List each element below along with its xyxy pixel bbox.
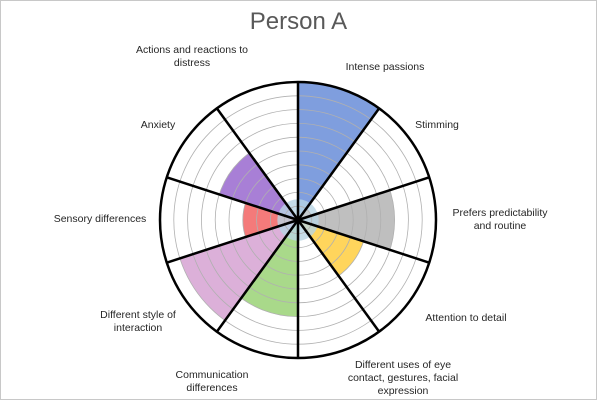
data-wedge bbox=[219, 153, 298, 220]
sector-divider bbox=[297, 218, 430, 264]
category-label: Actions and reactions to distress bbox=[136, 44, 248, 69]
category-label: Attention to detail bbox=[425, 312, 506, 324]
sector-divider bbox=[166, 218, 299, 264]
category-label: Intense passions bbox=[346, 61, 425, 73]
data-wedge bbox=[298, 190, 395, 250]
data-wedge bbox=[298, 82, 380, 220]
category-label: Sensory differences bbox=[54, 213, 147, 225]
chart-title: Person A bbox=[249, 8, 348, 35]
data-wedge bbox=[241, 220, 298, 317]
category-label: Anxiety bbox=[141, 119, 176, 131]
category-label: Different uses of eye contact, gestures, … bbox=[348, 359, 458, 397]
data-wedge bbox=[179, 220, 298, 321]
sector-divider bbox=[215, 107, 300, 221]
category-label: Stimming bbox=[415, 119, 459, 131]
sector-divider bbox=[296, 219, 381, 333]
category-label: Prefers predictability and routine bbox=[452, 207, 548, 232]
sector-divider bbox=[166, 176, 299, 222]
data-wedge bbox=[298, 220, 364, 276]
sector-divider bbox=[215, 219, 300, 333]
category-label: Communication differences bbox=[176, 369, 249, 394]
sector-divider bbox=[297, 176, 430, 222]
sector-divider bbox=[296, 107, 381, 221]
category-label: Different style of interaction bbox=[100, 309, 176, 334]
